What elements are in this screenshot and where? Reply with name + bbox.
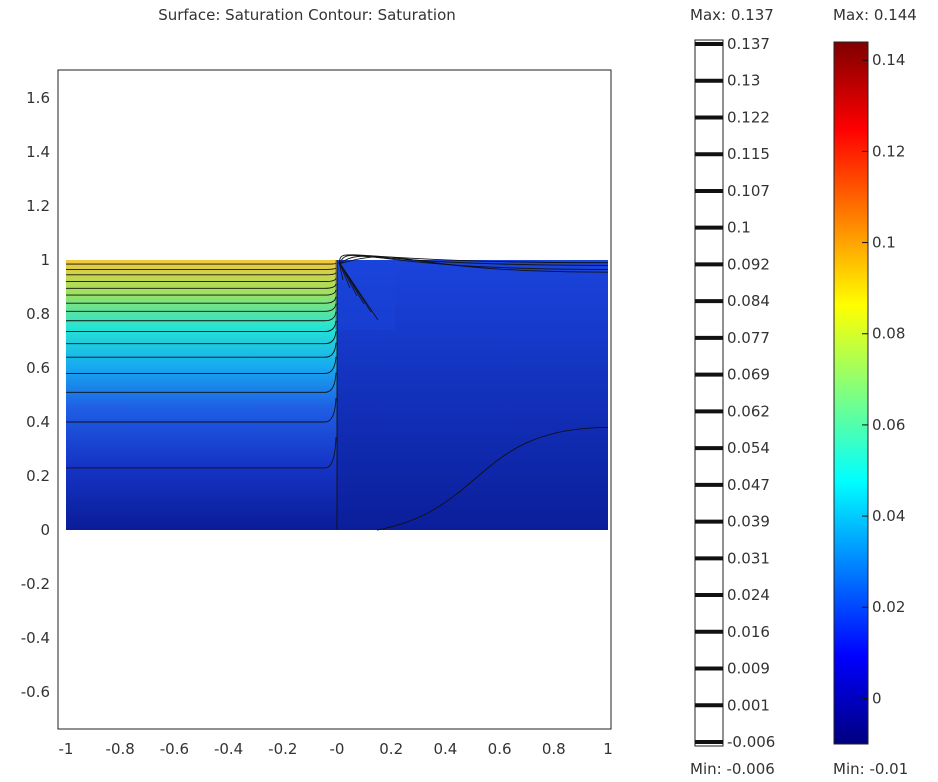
colorbar-tick-label: 0.14	[872, 51, 905, 69]
saturation-field	[66, 260, 608, 530]
contour-line	[338, 261, 379, 321]
y-tick-label: 0.6	[26, 359, 50, 377]
contour-legend-label: 0.016	[727, 623, 770, 641]
contour-legend-label: 0.137	[727, 35, 770, 53]
colorbar-tick-label: 0.12	[872, 142, 905, 160]
contour-line	[66, 331, 337, 345]
contour-line	[66, 311, 337, 322]
y-tick-label: -0.2	[21, 575, 50, 593]
contour-legend-label: 0.077	[727, 329, 770, 347]
contour-legend-label: 0.122	[727, 108, 770, 126]
y-tick-label: 1.4	[26, 143, 50, 161]
contour-line	[66, 372, 337, 393]
x-tick-label: -0	[330, 740, 345, 758]
x-tick-label: 0.8	[542, 740, 566, 758]
x-tick-label: 1	[603, 740, 613, 758]
colorbar-tick-label: 0.08	[872, 325, 905, 343]
y-axis-ticks: 1.6 1.4 1.2 1 0.8 0.6 0.4 0.2 0 -0.2 -0.4 -0.6	[21, 89, 50, 701]
contour-legend-label: 0.084	[727, 292, 770, 310]
colorbar-tick-label: 0.06	[872, 416, 905, 434]
contour-legend-label: 0.024	[727, 586, 770, 604]
contour-line	[338, 254, 609, 265]
y-tick-label: -0.4	[21, 629, 50, 647]
colorbar-ticks: 0.14 0.12 0.1 0.08 0.06 0.04 0.02 0	[862, 51, 905, 707]
field-right-region	[337, 260, 608, 530]
contour-line	[66, 320, 337, 332]
contour-legend-label: 0.115	[727, 145, 770, 163]
contour-lines	[66, 254, 609, 531]
x-tick-label: -1	[59, 740, 74, 758]
contour-legend-label: 0.009	[727, 660, 770, 678]
contour-legend-label: 0.062	[727, 402, 770, 420]
contour-legend-label: 0.039	[727, 513, 770, 531]
x-tick-label: 0.6	[488, 740, 512, 758]
contour-legend-box	[694, 39, 724, 747]
x-tick-label: -0.4	[214, 740, 243, 758]
field-left-region	[66, 260, 337, 530]
contour-line	[66, 267, 337, 270]
colorbar-min: Min: -0.01	[833, 760, 908, 778]
x-tick-label: -0.2	[268, 740, 297, 758]
contour-line	[66, 272, 337, 276]
contour-line	[66, 437, 337, 469]
contour-legend-label: 0.107	[727, 182, 770, 200]
contour-line	[66, 289, 337, 296]
contour-legend-label: 0.13	[727, 72, 760, 90]
contour-legend-levels: 0.137 0.13 0.122 0.115 0.107 0.1 0.092 0.084 0.0…	[695, 35, 775, 751]
contour-legend-label: 0.1	[727, 219, 751, 237]
colorbar-tick-label: 0.02	[872, 598, 905, 616]
colorbar-max: Max: 0.144	[833, 6, 917, 24]
y-tick-label: 1	[40, 251, 50, 269]
colorbar	[833, 41, 869, 745]
x-axis-ticks: -1 -0.8 -0.6 -0.4 -0.2 -0 0.2 0.4 0.6 0.8 1	[59, 740, 613, 758]
y-tick-label: 0.8	[26, 305, 50, 323]
contour-line	[338, 261, 344, 281]
x-tick-label: 0.2	[379, 740, 403, 758]
y-tick-label: 1.2	[26, 197, 50, 215]
y-tick-label: 0	[40, 521, 50, 539]
colorbar-tick-label: 0.04	[872, 507, 905, 525]
contour-legend-label: 0.047	[727, 476, 770, 494]
colorbar-tick-label: 0	[872, 689, 882, 707]
x-tick-label: 0.4	[433, 740, 457, 758]
y-tick-label: 1.6	[26, 89, 50, 107]
contour-legend-label: -0.006	[727, 733, 775, 751]
contour-line	[66, 283, 337, 289]
contour-line	[66, 278, 337, 283]
contour-line	[66, 263, 337, 265]
x-tick-label: -0.6	[160, 740, 189, 758]
contour-legend-label: 0.054	[727, 439, 770, 457]
contour-line	[66, 296, 337, 304]
colorbar-tick-label: 0.1	[872, 234, 896, 252]
x-tick-label: -0.8	[106, 740, 135, 758]
contour-line	[338, 261, 351, 289]
contour-legend-label: 0.069	[727, 366, 770, 384]
contour-legend-min: Min: -0.006	[690, 760, 775, 778]
contour-legend-label: 0.001	[727, 696, 770, 714]
contour-line	[66, 303, 337, 312]
chart-title: Surface: Saturation Contour: Saturation	[158, 6, 456, 24]
contour-line	[66, 397, 337, 423]
y-tick-label: 0.2	[26, 467, 50, 485]
contour-legend-label: 0.092	[727, 255, 770, 273]
contour-legend-label: 0.031	[727, 549, 770, 567]
contour-line	[338, 255, 609, 270]
contour-line	[338, 256, 609, 273]
contour-legend-max: Max: 0.137	[690, 6, 774, 24]
y-tick-label: 0.4	[26, 413, 50, 431]
contour-line	[376, 426, 609, 531]
y-tick-label: -0.6	[21, 683, 50, 701]
contour-line	[66, 356, 337, 374]
contour-line	[66, 342, 337, 358]
